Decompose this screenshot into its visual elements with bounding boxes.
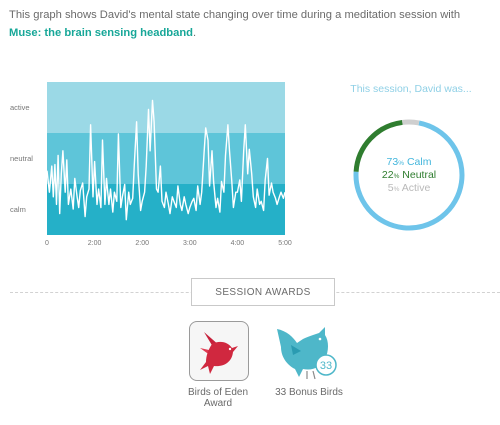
active-stat: 5% Active: [387, 181, 431, 194]
x-tick-label: 2:00: [88, 240, 102, 247]
session-summary: 73% Calm 22% Neutral 5% Active: [351, 117, 467, 233]
session-awards-heading: SESSION AWARDS: [191, 278, 335, 306]
x-tick-label: 3:00: [183, 240, 197, 247]
bonus-birds-label: 33 Bonus Birds: [275, 387, 343, 398]
x-tick-label: 0: [45, 240, 49, 247]
birds-of-eden-label: Birds of Eden Award: [187, 387, 249, 409]
x-tick-label: 5:00: [278, 240, 292, 247]
x-tick-label: 2:00: [135, 240, 149, 247]
svg-text:33: 33: [320, 360, 332, 372]
band-neutral: [47, 133, 285, 184]
ring-active-segment: [402, 119, 420, 126]
intro-period: .: [193, 27, 197, 39]
band-active: [47, 82, 285, 133]
bonus-count-badge: [315, 354, 337, 376]
mental-state-chart: active neutral calm 0 2:00 2:00 3:00 4:00 5:00: [10, 82, 292, 247]
ring-neutral-segment: [353, 119, 403, 172]
blue-bird-icon: 33: [277, 327, 337, 380]
neutral-stat: 22% Neutral: [381, 168, 437, 181]
mental-state-line: [46, 99, 286, 221]
y-label-calm: calm: [10, 205, 26, 214]
ring-calm-segment: [353, 120, 465, 231]
x-tick-label: 4:00: [231, 240, 245, 247]
birds-of-eden-award[interactable]: [189, 321, 249, 381]
red-bird-icon: [200, 332, 238, 374]
y-label-active: active: [10, 103, 30, 112]
bonus-birds-award[interactable]: 33: [273, 321, 341, 381]
intro-sentence: This graph shows David's mental state ch…: [9, 9, 461, 21]
y-label-neutral: neutral: [10, 154, 33, 163]
session-ring-chart: [353, 119, 465, 231]
calm-stat: 73% Calm: [386, 155, 432, 168]
session-summary-title: This session, David was...: [350, 83, 472, 95]
intro-text: This graph shows David's mental state ch…: [9, 6, 494, 42]
muse-link[interactable]: Muse: the brain sensing headband: [9, 27, 193, 39]
